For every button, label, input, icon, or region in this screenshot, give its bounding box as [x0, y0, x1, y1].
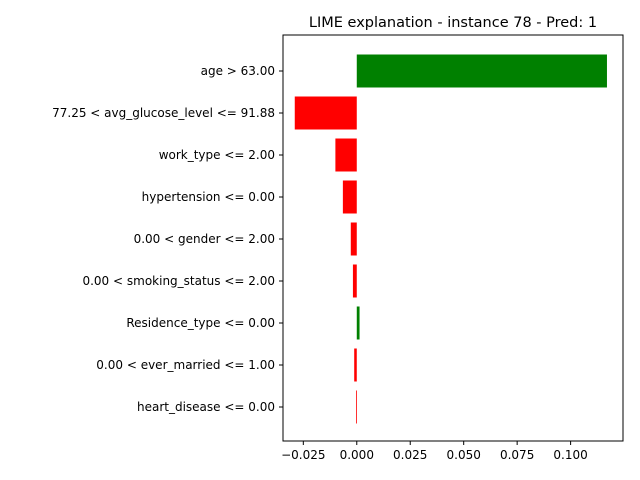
x-tick-label: −0.025	[281, 448, 325, 462]
x-tick-label: 0.025	[393, 448, 427, 462]
bar-residence-type-0-00	[356, 306, 360, 340]
bar-work-type-2-00	[335, 138, 357, 172]
bar-heart-disease-0-00	[356, 390, 357, 424]
y-tick-label: 0.00 < ever_married <= 1.00	[96, 358, 275, 372]
bar-0-00-ever-married-1-00	[354, 348, 357, 382]
chart-title: LIME explanation - instance 78 - Pred: 1	[309, 15, 597, 31]
x-tick-label: 0.000	[340, 448, 374, 462]
x-ticks-group: −0.025 0.000 0.025 0.050 0.075 0.100	[281, 441, 588, 462]
plot-frame	[282, 34, 624, 442]
y-tick-label: 0.00 < gender <= 2.00	[134, 232, 275, 246]
y-ticks-group: age > 63.00 77.25 < avg_glucose_level <= …	[52, 64, 283, 414]
bar-age-63-00	[356, 54, 607, 88]
bar-0-00-gender-2-00	[350, 222, 357, 256]
bar-hypertension-0-00	[342, 180, 357, 214]
bars-group	[294, 54, 607, 424]
y-tick-label: 0.00 < smoking_status <= 2.00	[82, 274, 275, 288]
x-tick-label: 0.050	[447, 448, 481, 462]
y-tick-label: Residence_type <= 0.00	[126, 316, 275, 330]
y-tick-label: heart_disease <= 0.00	[137, 400, 275, 414]
bar-0-00-smoking-status-2-00	[352, 264, 357, 298]
y-tick-label: hypertension <= 0.00	[142, 190, 275, 204]
x-tick-label: 0.100	[553, 448, 587, 462]
x-tick-label: 0.075	[500, 448, 534, 462]
y-tick-label: 77.25 < avg_glucose_level <= 91.88	[52, 106, 275, 120]
y-tick-label: work_type <= 2.00	[159, 148, 275, 162]
bar-77-25-avg-glucose-level-91-88	[294, 96, 357, 130]
y-tick-label: age > 63.00	[201, 64, 275, 78]
